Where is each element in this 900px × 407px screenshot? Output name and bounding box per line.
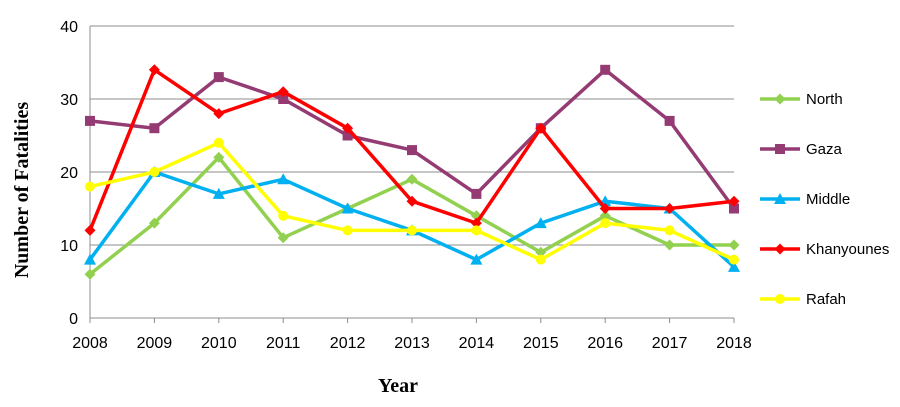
y-tick-10: 10 [60,238,78,255]
rafah-point-2018 [729,254,739,265]
legend-item-rafah: Rafah [760,291,846,308]
middle-point-2018 [728,260,740,272]
rafah-point-2008 [85,181,95,192]
khanyounes-point-2011 [277,86,289,98]
rafah-point-2017 [664,225,675,236]
gaza-point-2014 [471,188,482,199]
north-point-2011 [277,232,289,244]
rafah-point-2010 [213,137,224,148]
x-tick-2008: 2008 [72,335,108,352]
legend-marker-north [774,93,786,105]
grid-lines [90,25,734,246]
khanyounes-point-2012 [342,122,354,134]
y-tick-labels: 0 10 20 30 40 [60,19,78,328]
x-tick-2015: 2015 [523,335,559,352]
legend-label-north: North [806,91,843,108]
rafah-point-2011 [278,210,289,221]
khanyounes-point-2008 [84,224,96,236]
khanyounes-point-2010 [213,108,225,120]
north-point-2018 [728,239,740,251]
y-tick-20: 20 [60,165,78,182]
gaza-point-2009 [149,123,160,134]
rafah-point-2009 [149,167,160,177]
middle-point-2011 [277,173,290,185]
x-tick-2010: 2010 [201,335,237,352]
legend-item-north: North [760,91,843,108]
legend-item-middle: Middle [760,191,850,208]
north-point-2010 [213,151,225,163]
x-tick-2018: 2018 [716,335,752,352]
rafah-point-2012 [342,225,353,236]
legend-label-middle: Middle [806,191,850,208]
khanyounes-point-2014 [470,217,482,229]
north-point-2009 [148,217,160,229]
legend: North Gaza Middle Khanyounes Rafah [760,91,889,308]
legend-label-khanyounes: Khanyounes [806,241,889,258]
north-point-2016 [599,210,611,222]
middle-line [88,170,736,269]
y-tick-40: 40 [60,19,78,36]
y-tick-30: 30 [60,92,78,109]
gaza-point-2008 [85,115,95,126]
x-tick-2009: 2009 [137,335,173,352]
x-tick-2011: 2011 [266,335,301,352]
north-point-2013 [406,173,418,185]
gaza-point-2013 [407,145,417,156]
khanyounes-point-2009 [148,64,160,76]
north-point-2008 [84,268,96,280]
khanyounes-point-2015 [535,122,547,134]
x-tick-2017: 2017 [652,335,688,352]
legend-marker-khanyounes [774,243,786,255]
y-axis-label: Number of Fatalities [11,102,33,278]
x-tick-2016: 2016 [587,335,623,352]
legend-label-gaza: Gaza [806,141,843,158]
legend-marker-middle [774,193,786,204]
x-tick-labels: 2008 2009 2010 2011 2012 2013 2014 2015 2016 2017… [72,335,752,352]
series-rafah [85,137,739,265]
khanyounes-point-2016 [599,203,611,214]
x-tick-2012: 2012 [330,335,366,352]
middle-point-2014 [470,253,483,265]
gaza-point-2017 [664,115,675,126]
rafah-point-2015 [535,254,546,265]
rafah-point-2016 [600,218,611,229]
legend-marker-rafah [775,294,785,304]
y-tick-0: 0 [69,311,78,328]
middle-point-2010 [212,187,225,199]
x-tick-2014: 2014 [459,335,495,352]
gaza-point-2012 [342,130,353,141]
khanyounes-point-2013 [406,195,418,207]
gaza-point-2010 [213,72,224,83]
gaza-point-2018 [729,203,739,214]
legend-item-khanyounes: Khanyounes [760,241,889,258]
legend-label-rafah: Rafah [806,291,846,308]
series-lines [84,64,740,280]
north-point-2017 [664,239,676,251]
series-north [84,151,740,280]
khanyounes-point-2018 [728,195,740,207]
gaza-point-2011 [278,94,289,104]
gaza-point-2016 [600,64,611,75]
khanyounes-point-2017 [664,203,676,214]
legend-marker-gaza [775,144,785,154]
x-axis-label: Year [378,375,418,397]
rafah-point-2013 [407,225,417,236]
rafah-point-2014 [471,225,482,236]
middle-point-2012 [341,202,354,214]
series-khanyounes [84,64,740,236]
north-point-2015 [535,246,547,258]
series-gaza [85,64,739,214]
middle-point-2008 [84,253,96,265]
middle-point-2015 [534,217,547,229]
x-tick-2013: 2013 [394,335,430,352]
legend-item-gaza: Gaza [760,141,843,158]
